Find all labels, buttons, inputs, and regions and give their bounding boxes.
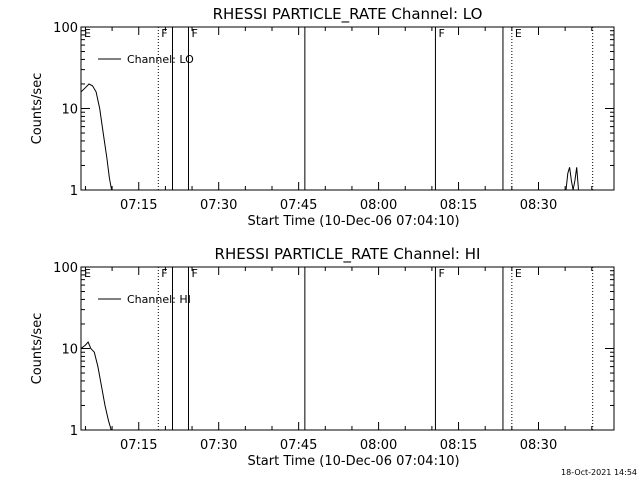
x-tick-label: 07:15 [120,198,157,213]
x-tick-label: 08:00 [360,198,397,213]
panel-0: RHESSI PARTICLE_RATE Channel: LO 07:15 07:… [30,5,615,229]
y-axis-label: Counts/sec [30,313,45,385]
event-marker-label: F [438,27,444,40]
x-axis-label: Start Time (10-Dec-06 07:04:10) [247,454,459,469]
x-axis-label: Start Time (10-Dec-06 07:04:10) [247,214,459,229]
x-tick-label: 07:45 [280,198,317,213]
x-tick-label: 07:15 [120,438,157,453]
x-tick-label: 08:30 [520,198,557,213]
event-marker-label: F [161,267,167,280]
event-marker-label: F [191,27,197,40]
chart-title: RHESSI PARTICLE_RATE Channel: LO [213,5,483,24]
series-line-0 [81,83,579,190]
x-tick-label: 08:30 [520,438,557,453]
y-axis-label: Counts/sec [30,73,45,145]
panel-1: RHESSI PARTICLE_RATE Channel: HI 07:15 07:… [30,245,615,469]
plot-frame [80,266,615,431]
x-tick-label: 07:45 [280,438,317,453]
legend-label: Channel: LO [127,53,194,66]
y-tick-label: 100 [53,21,78,36]
legend-label: Channel: HI [127,293,191,306]
plot-frame [80,26,615,191]
y-tick-label: 10 [61,103,78,118]
series-line-0 [81,341,112,430]
event-marker-label: E [515,27,522,40]
event-marker-label: E [515,267,522,280]
x-tick-label: 08:15 [440,438,477,453]
event-marker-label: F [191,267,197,280]
footer-timestamp: 18-Oct-2021 14:54 [561,468,637,477]
chart-title: RHESSI PARTICLE_RATE Channel: HI [215,245,481,264]
x-tick-label: 08:00 [360,438,397,453]
x-tick-label: 07:30 [200,438,237,453]
event-marker-label: F [438,267,444,280]
event-marker-label: F [161,27,167,40]
event-marker-label: E [84,267,91,280]
x-tick-label: 08:15 [440,198,477,213]
y-tick-label: 1 [70,424,78,439]
x-tick-label: 07:30 [200,198,237,213]
y-tick-label: 10 [61,343,78,358]
event-marker-label: E [84,27,91,40]
y-tick-label: 100 [53,261,78,276]
y-tick-label: 1 [70,184,78,199]
